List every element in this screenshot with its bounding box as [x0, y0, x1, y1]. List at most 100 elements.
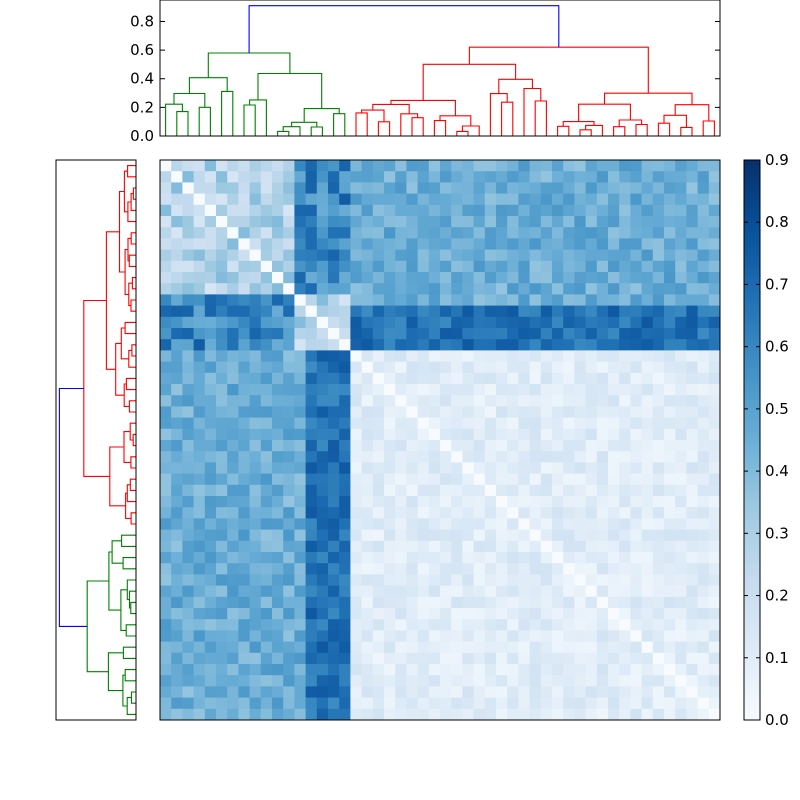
heatmap-cell	[182, 384, 194, 396]
heatmap-cell	[328, 462, 340, 474]
heatmap-cell	[305, 630, 318, 642]
heatmap-cell	[664, 249, 676, 262]
heatmap-cell	[596, 339, 609, 351]
heatmap-cell	[249, 283, 262, 295]
heatmap-cell	[182, 563, 194, 575]
heatmap-cell	[350, 686, 362, 698]
heatmap-cell	[283, 283, 295, 295]
heatmap-cell	[619, 708, 631, 721]
heatmap-cell	[428, 316, 441, 329]
heatmap-cell	[182, 484, 194, 497]
heatmap-cell	[440, 540, 452, 553]
heatmap-cell	[686, 529, 698, 542]
heatmap-cell	[529, 552, 542, 564]
heatmap-cell	[518, 171, 530, 183]
heatmap-cell	[484, 686, 497, 698]
heatmap-cell	[496, 227, 508, 239]
heatmap-cell	[294, 260, 306, 273]
heatmap-cell	[619, 428, 631, 441]
heatmap-cell	[540, 675, 553, 687]
heatmap-cell	[484, 350, 497, 362]
heatmap-cell	[496, 518, 508, 530]
heatmap-cell	[529, 630, 542, 642]
dendrogram-link	[523, 87, 542, 136]
heatmap-cell	[440, 630, 452, 642]
heatmap-cell	[350, 652, 362, 665]
heatmap-cell	[473, 462, 486, 474]
heatmap-cell	[216, 473, 228, 486]
heatmap-cell	[686, 540, 698, 553]
heatmap-cell	[574, 406, 586, 418]
heatmap-cell	[585, 182, 598, 194]
heatmap-cell	[630, 428, 642, 441]
heatmap-cell	[585, 272, 598, 284]
heatmap-cell	[585, 204, 598, 217]
heatmap-cell	[574, 260, 586, 273]
heatmap-cell	[496, 204, 508, 217]
heatmap-cell	[395, 171, 407, 183]
heatmap-cell	[540, 529, 553, 542]
dendrogram-link	[127, 165, 136, 178]
heatmap-cell	[316, 619, 329, 631]
heatmap-cell	[462, 272, 474, 284]
heatmap-cell	[227, 316, 239, 329]
heatmap-cell	[249, 204, 262, 217]
heatmap-cell	[518, 316, 530, 329]
heatmap-cell	[596, 272, 609, 284]
heatmap-cell	[630, 574, 642, 586]
heatmap-cell	[462, 440, 474, 452]
heatmap-cell	[384, 540, 396, 553]
heatmap-cell	[294, 507, 306, 519]
heatmap-cell	[294, 641, 306, 654]
heatmap-cell	[473, 260, 486, 273]
heatmap-cell	[596, 361, 609, 374]
heatmap-cell	[462, 484, 474, 497]
heatmap-cell	[563, 350, 575, 362]
heatmap-cell	[372, 630, 385, 642]
heatmap-cell	[484, 395, 497, 407]
heatmap-cell	[686, 708, 698, 721]
heatmap-cell	[294, 608, 306, 620]
heatmap-cell	[440, 518, 452, 530]
heatmap-cell	[552, 294, 564, 306]
heatmap-cell	[182, 496, 194, 508]
heatmap-cell	[507, 496, 519, 508]
heatmap-cell	[540, 462, 553, 474]
heatmap-cell	[182, 238, 194, 250]
heatmap-cell	[417, 664, 430, 676]
heatmap-cell	[574, 652, 586, 665]
heatmap-cell	[204, 216, 217, 228]
heatmap-cell	[484, 440, 497, 452]
heatmap-cell	[339, 193, 351, 206]
heatmap-cell	[473, 406, 486, 418]
heatmap-cell	[204, 552, 217, 564]
heatmap-cell	[417, 630, 430, 642]
heatmap-cell	[361, 440, 374, 452]
heatmap-cell	[708, 328, 721, 340]
heatmap-cell	[305, 507, 318, 519]
heatmap-cell	[708, 305, 721, 318]
heatmap-cell	[462, 507, 474, 519]
heatmap-cell	[630, 596, 642, 609]
heatmap-cell	[619, 496, 631, 508]
heatmap-cell	[552, 160, 564, 172]
heatmap-cell	[563, 260, 575, 273]
heatmap-cell	[697, 507, 710, 519]
heatmap-cell	[249, 384, 262, 396]
dendrogram-link	[663, 114, 687, 128]
heatmap-cell	[529, 462, 542, 474]
heatmap-cell	[619, 160, 631, 172]
heatmap-cell	[305, 664, 318, 676]
heatmap-cell	[272, 260, 284, 273]
heatmap-cell	[440, 417, 452, 430]
heatmap-cell	[563, 227, 575, 239]
heatmap-cell	[227, 708, 239, 721]
heatmap-cell	[619, 260, 631, 273]
heatmap-cell	[708, 294, 721, 306]
heatmap-cell	[686, 204, 698, 217]
heatmap-cell	[563, 462, 575, 474]
heatmap-cell	[574, 630, 586, 642]
heatmap-cell	[596, 473, 609, 486]
heatmap-cell	[496, 641, 508, 654]
heatmap-cell	[417, 451, 430, 463]
